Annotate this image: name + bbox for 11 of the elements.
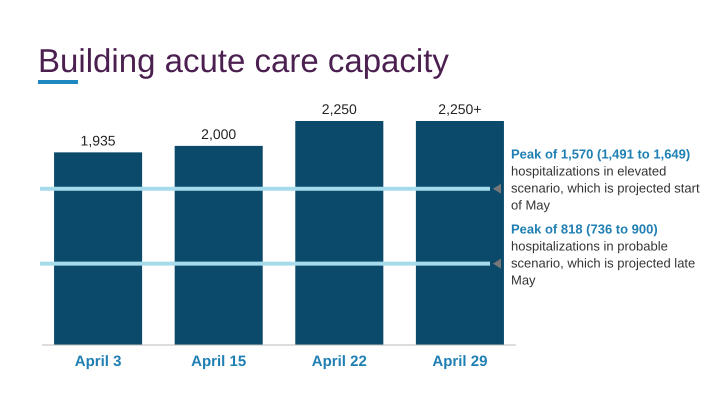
- x-tick-label: April 3: [74, 353, 122, 370]
- x-tick-label: April 15: [191, 353, 246, 370]
- data-label: 2,250: [322, 101, 358, 117]
- data-label: 2,250+: [438, 101, 482, 117]
- data-label: 1,935: [80, 132, 116, 148]
- x-tick-label: April 22: [312, 353, 367, 370]
- ref-line-label: Peak of 1,570 (1,491 to 1,649) hospitalizations in elevated scenario, which is projected start of May: [511, 146, 700, 213]
- data-label: 2,000: [201, 126, 236, 142]
- ref-line-label: Peak of 818 (736 to 900) hospitalizations in probable scenario, which is projected late May: [511, 222, 696, 288]
- chart-title: Building acute care capacity: [38, 42, 450, 79]
- x-tick-label: April 29: [432, 353, 488, 370]
